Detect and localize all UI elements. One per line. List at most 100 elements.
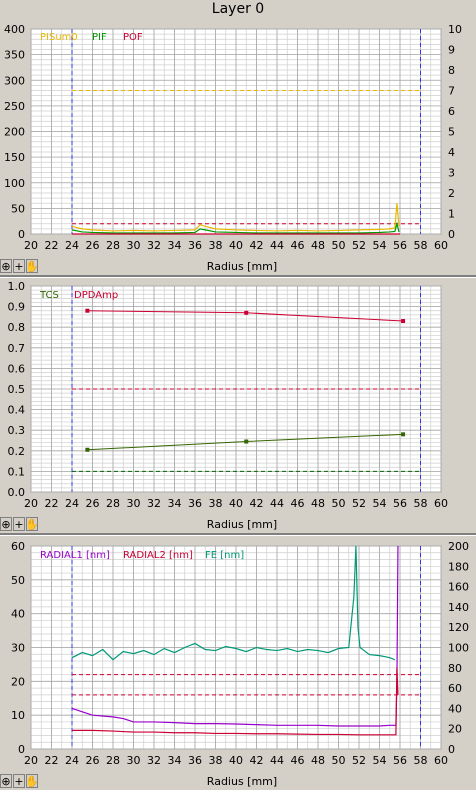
y-tick-label: 30 bbox=[11, 642, 25, 655]
chart-2: TCS DPDAmp 0.0 0.1 0.2 0.3 0.4 0.5 0.6 0.7 0.8 0.9 1… bbox=[8, 280, 449, 510]
legend-entry: TCS bbox=[39, 290, 59, 301]
hand-icon[interactable]: ✋ bbox=[25, 774, 39, 788]
chart-1-toolbar: ⊕ + ✋ bbox=[0, 257, 39, 275]
data-point bbox=[401, 432, 406, 437]
series-line bbox=[71, 545, 396, 661]
y2-tick-label: 3 bbox=[448, 167, 455, 180]
x-tick-label: 48 bbox=[311, 754, 325, 767]
crosshair-icon[interactable]: + bbox=[13, 517, 25, 531]
x-tick-label: 48 bbox=[311, 497, 325, 510]
x-tick-label: 26 bbox=[86, 754, 100, 767]
y2-tick-label: 7 bbox=[448, 85, 455, 98]
series-line bbox=[71, 545, 399, 727]
x-tick-label: 42 bbox=[250, 239, 264, 252]
x-tick-label: 54 bbox=[373, 754, 387, 767]
chart-1-xlabel: Radius [mm] bbox=[206, 260, 278, 273]
x-tick-label: 26 bbox=[86, 239, 100, 252]
x-tick-label: 42 bbox=[250, 497, 264, 510]
x-tick-label: 36 bbox=[188, 754, 202, 767]
crosshair-icon[interactable]: + bbox=[13, 259, 25, 273]
y2-tick-label: 120 bbox=[448, 621, 469, 634]
chart-3-xlabel: Radius [mm] bbox=[206, 775, 278, 788]
x-tick-label: 40 bbox=[229, 754, 243, 767]
series-line bbox=[71, 203, 400, 232]
zoom-icon[interactable]: ⊕ bbox=[0, 259, 12, 273]
x-tick-label: 52 bbox=[352, 239, 366, 252]
x-tick-label: 30 bbox=[127, 239, 141, 252]
y2-tick-label: 140 bbox=[448, 601, 469, 614]
hand-icon[interactable]: ✋ bbox=[25, 517, 39, 531]
zoom-icon[interactable]: ⊕ bbox=[0, 774, 12, 788]
x-tick-label: 28 bbox=[106, 754, 120, 767]
y2-tick-label: 4 bbox=[448, 146, 455, 159]
x-tick-label: 44 bbox=[270, 497, 284, 510]
x-tick-label: 24 bbox=[65, 239, 79, 252]
zoom-icon[interactable]: ⊕ bbox=[0, 517, 12, 531]
legend-entry: PISum0 bbox=[40, 32, 78, 43]
x-tick-label: 48 bbox=[311, 239, 325, 252]
legend-entry: FE [nm] bbox=[205, 550, 244, 561]
y-tick-label: 0.6 bbox=[8, 362, 26, 375]
data-point bbox=[401, 319, 406, 324]
x-tick-label: 58 bbox=[414, 239, 428, 252]
y-tick-label: 0.8 bbox=[8, 321, 26, 334]
x-tick-label: 30 bbox=[127, 497, 141, 510]
crosshair-icon[interactable]: + bbox=[13, 774, 25, 788]
y2-tick-label: 160 bbox=[448, 581, 469, 594]
x-tick-label: 58 bbox=[414, 497, 428, 510]
x-tick-label: 40 bbox=[229, 497, 243, 510]
x-tick-label: 56 bbox=[393, 497, 407, 510]
x-tick-label: 46 bbox=[291, 754, 305, 767]
y-tick-label: 50 bbox=[11, 574, 25, 587]
x-tick-label: 22 bbox=[45, 239, 59, 252]
series-line bbox=[72, 667, 399, 736]
y2-tick-label: 180 bbox=[448, 560, 469, 573]
legend-entry: DPDAmp bbox=[74, 290, 118, 301]
grid bbox=[30, 285, 442, 493]
x-tick-label: 32 bbox=[147, 754, 161, 767]
y-tick-label: 0.3 bbox=[8, 424, 26, 437]
x-tick-label: 34 bbox=[168, 239, 182, 252]
x-tick-label: 52 bbox=[352, 754, 366, 767]
grid bbox=[30, 28, 442, 235]
x-tick-label: 54 bbox=[373, 497, 387, 510]
y2-tick-label: 9 bbox=[448, 44, 455, 57]
data-point bbox=[244, 310, 249, 315]
y2-tick-label: 5 bbox=[448, 126, 455, 139]
x-tick-label: 38 bbox=[209, 497, 223, 510]
x-tick-label: 54 bbox=[373, 239, 387, 252]
y-tick-label: 0.9 bbox=[8, 301, 26, 314]
y2-tick-label: 40 bbox=[448, 702, 462, 715]
y2-tick-label: 8 bbox=[448, 64, 455, 77]
y2-tick-label: 20 bbox=[448, 723, 462, 736]
y-tick-label: 150 bbox=[4, 151, 25, 164]
hand-icon[interactable]: ✋ bbox=[25, 259, 39, 273]
chart-3-toolbar: ⊕ + ✋ bbox=[0, 772, 39, 790]
y-tick-label: 100 bbox=[4, 177, 25, 190]
x-tick-label: 44 bbox=[270, 754, 284, 767]
x-tick-label: 36 bbox=[188, 239, 202, 252]
x-tick-label: 32 bbox=[147, 239, 161, 252]
y2-tick-label: 0 bbox=[448, 228, 455, 241]
x-tick-label: 42 bbox=[250, 754, 264, 767]
legend-entry: RADIAL2 [nm] bbox=[123, 550, 193, 561]
legend-entry: PIF bbox=[92, 32, 107, 43]
y-tick-label: 40 bbox=[11, 608, 25, 621]
y-tick-label: 1.0 bbox=[8, 280, 26, 293]
x-tick-label: 24 bbox=[65, 497, 79, 510]
x-tick-label: 34 bbox=[168, 497, 182, 510]
x-tick-label: 20 bbox=[24, 497, 38, 510]
x-tick-label: 34 bbox=[168, 754, 182, 767]
x-tick-label: 20 bbox=[24, 239, 38, 252]
y-tick-label: 20 bbox=[11, 675, 25, 688]
legend-entry: RADIAL1 [nm] bbox=[40, 550, 110, 561]
y2-tick-label: 2 bbox=[448, 187, 455, 200]
y-tick-label: 0.0 bbox=[8, 486, 26, 499]
chart-panel-2: TCS DPDAmp 0.0 0.1 0.2 0.3 0.4 0.5 0.6 0.7 0.8 0.9 1… bbox=[0, 278, 476, 532]
x-tick-label: 28 bbox=[106, 239, 120, 252]
x-tick-label: 20 bbox=[24, 754, 38, 767]
divider bbox=[0, 275, 476, 278]
chart-panel-3: RADIAL1 [nm] RADIAL2 [nm] FE [nm] 0 10 20 30 40… bbox=[0, 536, 476, 790]
chart-2-xlabel: Radius [mm] bbox=[206, 518, 278, 531]
x-tick-label: 60 bbox=[434, 497, 448, 510]
